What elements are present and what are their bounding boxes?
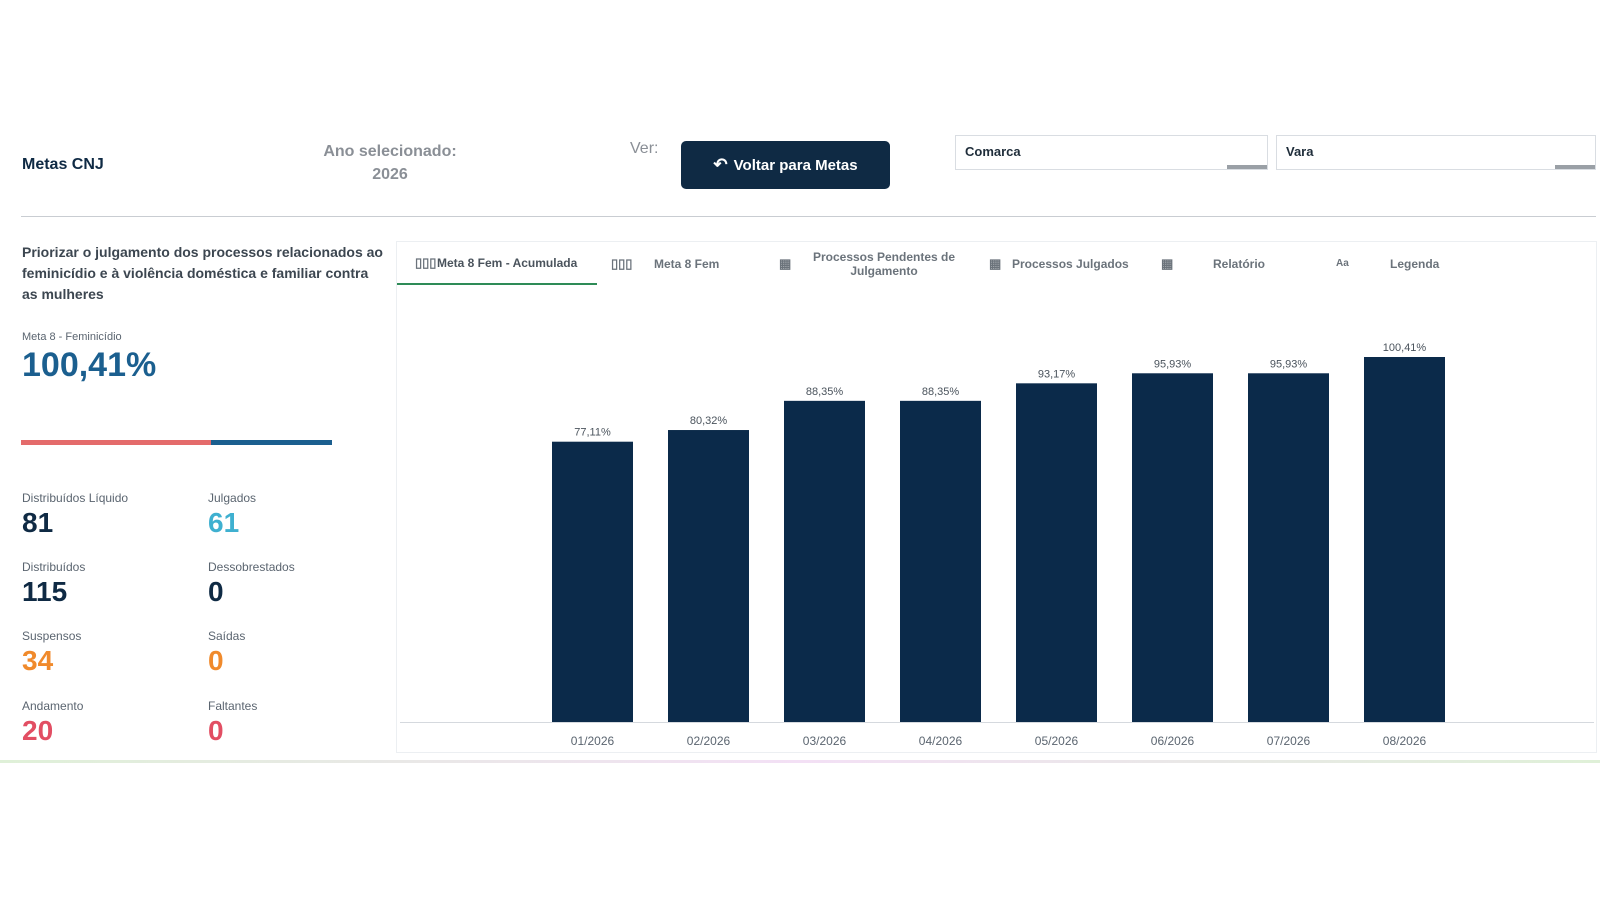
x-tick-label: 02/2026 xyxy=(687,734,731,748)
tab-label: Relatório xyxy=(1213,256,1266,271)
meta-percentage: 100,41% xyxy=(22,346,157,384)
tab-label: Legenda xyxy=(1390,256,1440,271)
comarca-label: Comarca xyxy=(965,144,1021,159)
data-label: 93,17% xyxy=(1038,368,1076,380)
header-divider xyxy=(21,216,1596,217)
stat-label: Faltantes xyxy=(208,699,258,713)
year-value: 2026 xyxy=(372,166,408,183)
stat-label: Distribuídos xyxy=(22,560,86,574)
app-title: Metas CNJ xyxy=(22,156,104,173)
x-tick-label: 06/2026 xyxy=(1151,734,1195,748)
stat-julgados: Julgados 61 xyxy=(208,491,388,539)
back-to-goals-button[interactable]: ↶ Voltar para Metas xyxy=(681,141,890,189)
ver-label: Ver: xyxy=(630,140,659,157)
tab-legenda[interactable]: Aa Legenda xyxy=(1315,242,1465,285)
bottom-accent-line xyxy=(0,760,1600,763)
stat-distribuidos-liquido: Distribuídos Líquido 81 xyxy=(22,491,202,539)
tab-label: Processos Pendentes de Julgamento xyxy=(812,249,956,278)
tab-processos-julgados[interactable]: ▦ Processos Julgados xyxy=(981,242,1141,285)
stat-value: 81 xyxy=(22,507,54,538)
vara-label: Vara xyxy=(1286,144,1314,159)
undo-arrow-icon: ↶ xyxy=(713,155,728,174)
stat-value: 115 xyxy=(22,576,68,607)
stat-label: Saídas xyxy=(208,629,246,643)
table-icon: ▦ xyxy=(989,255,1002,271)
tab-label: Meta 8 Fem xyxy=(654,256,720,271)
stat-value: 20 xyxy=(22,715,54,746)
data-label: 95,93% xyxy=(1270,358,1308,370)
page-header: Metas CNJ Ano selecionado: 2026 Ver: ↶ V… xyxy=(0,0,1600,220)
year-label: Ano selecionado: xyxy=(323,143,457,160)
x-tick-label: 01/2026 xyxy=(571,734,615,748)
table-icon: ▦ xyxy=(1161,255,1174,271)
stat-dessobrestados: Dessobrestados 0 xyxy=(208,560,388,608)
comarca-select[interactable]: Comarca xyxy=(955,135,1268,170)
stat-label: Dessobrestados xyxy=(208,560,295,574)
goal-description: Priorizar o julgamento dos processos rel… xyxy=(22,244,383,302)
tab-processos-pendentes[interactable]: ▦ Processos Pendentes de Julgamento xyxy=(769,242,969,285)
x-tick-label: 04/2026 xyxy=(919,734,963,748)
chart-card: ▯▯▯ Meta 8 Fem - Acumulada ▯▯▯ Meta 8 Fe… xyxy=(396,241,1597,753)
chart-tabs: ▯▯▯ Meta 8 Fem - Acumulada ▯▯▯ Meta 8 Fe… xyxy=(397,242,1597,285)
stat-value: 0 xyxy=(208,715,224,746)
select-scroll-indicator xyxy=(1227,165,1267,169)
stat-andamento: Andamento 20 xyxy=(22,699,202,747)
stat-value: 34 xyxy=(22,645,54,676)
bar-chart-icon: ▯▯▯ xyxy=(611,255,633,271)
stat-saidas: Saídas 0 xyxy=(208,629,388,677)
stat-value: 0 xyxy=(208,576,224,607)
bar-chart-icon: ▯▯▯ xyxy=(415,254,437,270)
bar-06/2026[interactable] xyxy=(1132,373,1213,722)
select-scroll-indicator xyxy=(1555,165,1595,169)
data-label: 95,93% xyxy=(1154,358,1192,370)
bar-07/2026[interactable] xyxy=(1248,373,1329,722)
bar-05/2026[interactable] xyxy=(1016,383,1097,722)
selected-year: Ano selecionado: 2026 xyxy=(310,140,470,186)
back-button-label: Voltar para Metas xyxy=(733,156,858,174)
vara-select[interactable]: Vara xyxy=(1276,135,1596,170)
x-tick-label: 05/2026 xyxy=(1035,734,1079,748)
bar-02/2026[interactable] xyxy=(668,430,749,722)
meta-label: Meta 8 - Feminicídio xyxy=(22,331,122,343)
goal-progress-bar xyxy=(21,440,338,445)
progress-done-segment xyxy=(211,440,332,445)
bar-03/2026[interactable] xyxy=(784,400,865,722)
tab-relatorio[interactable]: ▦ Relatório xyxy=(1153,242,1303,285)
stat-distribuidos: Distribuídos 115 xyxy=(22,560,202,608)
stat-label: Suspensos xyxy=(22,629,82,643)
stat-label: Distribuídos Líquido xyxy=(22,491,129,505)
data-label: 77,11% xyxy=(574,427,611,439)
goal-summary-panel: Priorizar o julgamento dos processos rel… xyxy=(0,220,390,760)
tab-label: Meta 8 Fem - Acumulada xyxy=(437,255,578,270)
progress-pending-segment xyxy=(21,440,212,445)
stat-label: Julgados xyxy=(208,491,257,505)
x-tick-label: 08/2026 xyxy=(1383,734,1427,748)
tab-meta-8-fem-acumulada[interactable]: ▯▯▯ Meta 8 Fem - Acumulada xyxy=(397,242,597,285)
bar-chart: 77,11% 01/2026 80,32% 02/2026 88,35% 03/2026 8… xyxy=(400,342,1594,748)
tab-meta-8-fem[interactable]: ▯▯▯ Meta 8 Fem xyxy=(607,242,757,285)
stat-value: 61 xyxy=(208,507,240,538)
bar-01/2026[interactable] xyxy=(552,441,633,722)
stat-value: 0 xyxy=(208,645,224,676)
data-label: 100,41% xyxy=(1383,342,1427,354)
text-format-icon: Aa xyxy=(1336,258,1349,269)
bar-08/2026[interactable] xyxy=(1364,357,1445,722)
x-tick-label: 03/2026 xyxy=(803,734,847,748)
tab-label: Processos Julgados xyxy=(1012,256,1129,271)
data-label: 88,35% xyxy=(922,386,960,398)
stat-faltantes: Faltantes 0 xyxy=(208,699,388,747)
table-icon: ▦ xyxy=(779,255,792,271)
bar-04/2026[interactable] xyxy=(900,400,981,722)
stat-suspensos: Suspensos 34 xyxy=(22,629,202,677)
data-label: 80,32% xyxy=(690,415,728,427)
data-label: 88,35% xyxy=(806,386,844,398)
x-tick-label: 07/2026 xyxy=(1267,734,1311,748)
stat-label: Andamento xyxy=(22,699,84,713)
